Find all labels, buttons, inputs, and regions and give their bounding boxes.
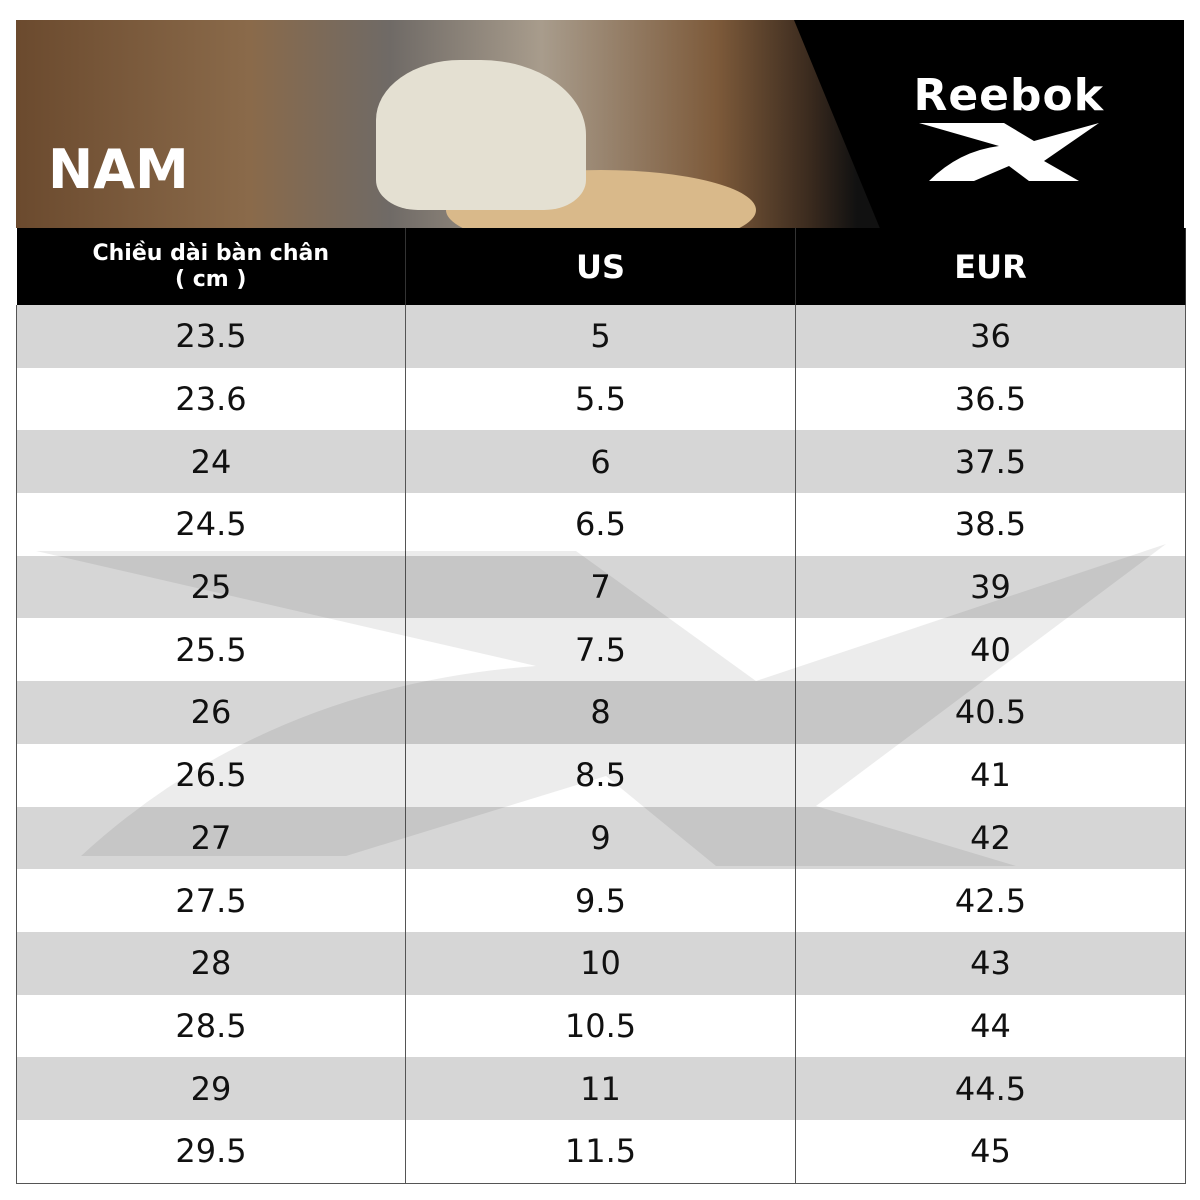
table-row: 23.6 5.5 36.5 bbox=[16, 367, 1186, 431]
cell-foot-length: 27.5 bbox=[16, 869, 406, 932]
table-row: 27.5 9.5 42.5 bbox=[16, 869, 1186, 932]
table-row: 26 8 40.5 bbox=[16, 681, 1186, 744]
cell-us: 7.5 bbox=[405, 618, 796, 682]
cell-foot-length: 29.5 bbox=[16, 1119, 406, 1184]
cell-foot-length: 29 bbox=[16, 1057, 406, 1120]
brand-wordmark: Reebok bbox=[913, 70, 1104, 121]
header-eur: EUR bbox=[795, 228, 1186, 305]
cell-foot-length: 23.5 bbox=[16, 305, 406, 368]
cell-foot-length: 25 bbox=[16, 555, 406, 619]
table-row: 25 7 39 bbox=[16, 555, 1186, 619]
cell-foot-length: 24.5 bbox=[16, 493, 406, 556]
cell-foot-length: 26 bbox=[16, 681, 406, 744]
cell-eur: 36 bbox=[795, 305, 1186, 368]
cell-eur: 43 bbox=[795, 931, 1186, 995]
cell-foot-length: 26.5 bbox=[16, 743, 406, 807]
cell-eur: 39 bbox=[795, 555, 1186, 619]
cell-us: 6.5 bbox=[405, 493, 796, 556]
cell-us: 9 bbox=[405, 806, 796, 870]
table-row: 27 9 42 bbox=[16, 806, 1186, 870]
size-chart-table: Chiều dài bàn chân ( cm ) US EUR 23.5 5 36… bbox=[16, 228, 1186, 1184]
cell-eur: 38.5 bbox=[795, 493, 1186, 556]
table-row: 29 11 44.5 bbox=[16, 1057, 1186, 1120]
cell-us: 5 bbox=[405, 305, 796, 368]
header-us: US bbox=[405, 228, 796, 305]
cell-eur: 41 bbox=[795, 743, 1186, 807]
cell-us: 10 bbox=[405, 931, 796, 995]
header-row: Chiều dài bàn chân ( cm ) US EUR bbox=[16, 228, 1186, 305]
cell-eur: 42.5 bbox=[795, 869, 1186, 932]
table-row: 28.5 10.5 44 bbox=[16, 994, 1186, 1058]
cell-foot-length: 24 bbox=[16, 430, 406, 494]
cell-foot-length: 25.5 bbox=[16, 618, 406, 682]
cell-us: 8 bbox=[405, 681, 796, 744]
cell-eur: 40 bbox=[795, 618, 1186, 682]
cell-us: 6 bbox=[405, 430, 796, 494]
banner: NAM Reebok bbox=[16, 20, 1184, 228]
reebok-logo: Reebok bbox=[913, 70, 1104, 185]
cell-us: 11 bbox=[405, 1057, 796, 1120]
table-row: 24.5 6.5 38.5 bbox=[16, 493, 1186, 556]
header-foot-length: Chiều dài bàn chân ( cm ) bbox=[16, 228, 406, 305]
cell-us: 5.5 bbox=[405, 367, 796, 431]
table-row: 26.5 8.5 41 bbox=[16, 743, 1186, 807]
table-row: 23.5 5 36 bbox=[16, 305, 1186, 368]
shoe-image bbox=[376, 60, 586, 210]
banner-title: NAM bbox=[48, 138, 189, 201]
table-row: 28 10 43 bbox=[16, 931, 1186, 995]
cell-eur: 44.5 bbox=[795, 1057, 1186, 1120]
cell-us: 8.5 bbox=[405, 743, 796, 807]
cell-foot-length: 28 bbox=[16, 931, 406, 995]
cell-eur: 42 bbox=[795, 806, 1186, 870]
cell-eur: 36.5 bbox=[795, 367, 1186, 431]
cell-us: 10.5 bbox=[405, 994, 796, 1058]
table-row: 29.5 11.5 45 bbox=[16, 1119, 1186, 1184]
cell-us: 11.5 bbox=[405, 1119, 796, 1184]
cell-us: 7 bbox=[405, 555, 796, 619]
cell-eur: 37.5 bbox=[795, 430, 1186, 494]
cell-foot-length: 27 bbox=[16, 806, 406, 870]
cell-eur: 40.5 bbox=[795, 681, 1186, 744]
reebok-delta-icon bbox=[918, 123, 1099, 181]
header-unit: ( cm ) bbox=[175, 266, 247, 292]
cell-foot-length: 23.6 bbox=[16, 367, 406, 431]
cell-foot-length: 28.5 bbox=[16, 994, 406, 1058]
cell-eur: 45 bbox=[795, 1119, 1186, 1184]
header-label: Chiều dài bàn chân bbox=[92, 240, 329, 266]
cell-us: 9.5 bbox=[405, 869, 796, 932]
table-row: 25.5 7.5 40 bbox=[16, 618, 1186, 682]
cell-eur: 44 bbox=[795, 994, 1186, 1058]
table-row: 24 6 37.5 bbox=[16, 430, 1186, 494]
